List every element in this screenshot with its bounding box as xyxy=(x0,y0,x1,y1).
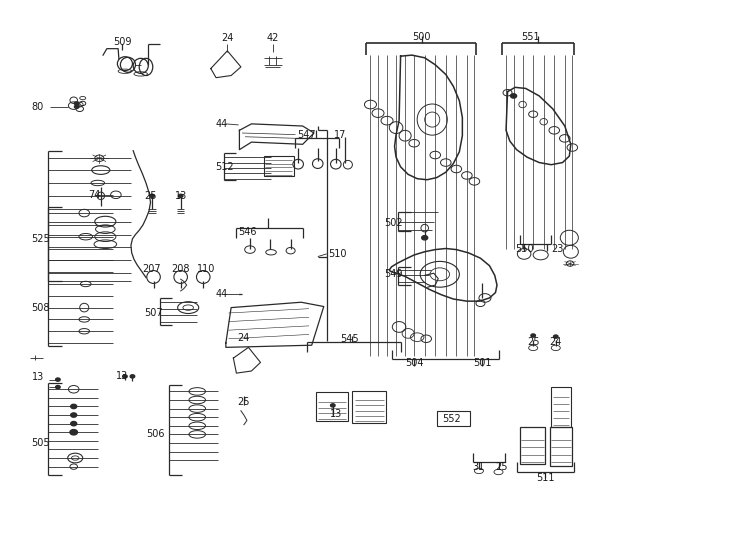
Text: 44: 44 xyxy=(215,289,228,299)
Circle shape xyxy=(70,429,77,435)
Text: 511: 511 xyxy=(536,474,554,483)
Text: 549: 549 xyxy=(384,269,402,279)
Bar xyxy=(264,156,293,176)
Circle shape xyxy=(56,386,60,389)
Circle shape xyxy=(510,94,516,98)
Text: 25: 25 xyxy=(495,462,508,471)
Text: 550: 550 xyxy=(515,244,534,253)
Text: 25: 25 xyxy=(237,397,250,407)
Circle shape xyxy=(56,378,60,381)
Circle shape xyxy=(70,413,76,417)
Text: 17: 17 xyxy=(334,130,346,140)
Circle shape xyxy=(74,102,79,105)
Text: 509: 509 xyxy=(113,37,132,47)
Text: 110: 110 xyxy=(197,264,215,274)
Text: 13: 13 xyxy=(330,409,342,419)
Text: 31: 31 xyxy=(472,462,485,471)
Circle shape xyxy=(178,194,183,198)
Text: 24: 24 xyxy=(222,33,234,43)
Circle shape xyxy=(531,334,535,337)
Text: 42: 42 xyxy=(266,33,279,43)
Text: 24: 24 xyxy=(550,337,562,347)
Text: 547: 547 xyxy=(297,130,316,140)
Text: 500: 500 xyxy=(413,32,431,42)
Bar xyxy=(519,427,545,464)
Circle shape xyxy=(330,404,335,407)
Text: 507: 507 xyxy=(144,308,163,318)
Text: 24: 24 xyxy=(237,333,250,343)
Text: 23: 23 xyxy=(551,244,563,253)
Bar xyxy=(550,427,572,465)
Circle shape xyxy=(70,404,76,409)
Text: 508: 508 xyxy=(32,302,50,313)
Text: 504: 504 xyxy=(405,359,423,368)
Circle shape xyxy=(122,375,127,378)
Text: 74: 74 xyxy=(88,190,101,200)
Text: 502: 502 xyxy=(384,218,403,228)
Text: 13: 13 xyxy=(175,191,187,201)
Text: 13: 13 xyxy=(116,372,128,381)
Text: 546: 546 xyxy=(237,227,256,238)
Text: 44: 44 xyxy=(215,119,228,129)
Text: 80: 80 xyxy=(32,102,44,112)
Text: 207: 207 xyxy=(143,264,161,274)
Text: 25: 25 xyxy=(144,191,156,201)
Text: 13: 13 xyxy=(32,373,44,382)
Circle shape xyxy=(74,105,79,109)
Bar xyxy=(316,392,348,422)
Text: 510: 510 xyxy=(328,249,347,259)
Text: 512: 512 xyxy=(215,162,234,172)
Bar xyxy=(352,391,386,423)
Text: 545: 545 xyxy=(340,334,358,344)
Circle shape xyxy=(70,422,76,426)
Circle shape xyxy=(422,235,428,240)
Bar xyxy=(551,387,571,427)
Text: 525: 525 xyxy=(32,234,50,244)
Bar xyxy=(437,411,470,426)
Text: 551: 551 xyxy=(521,32,540,42)
Text: 506: 506 xyxy=(146,429,165,440)
Text: 25: 25 xyxy=(527,337,540,347)
Text: 208: 208 xyxy=(172,264,190,274)
Circle shape xyxy=(130,375,135,378)
Circle shape xyxy=(150,194,154,198)
Text: 501: 501 xyxy=(472,359,491,368)
Circle shape xyxy=(553,335,558,338)
Text: 552: 552 xyxy=(442,414,461,424)
Text: 505: 505 xyxy=(32,438,50,448)
